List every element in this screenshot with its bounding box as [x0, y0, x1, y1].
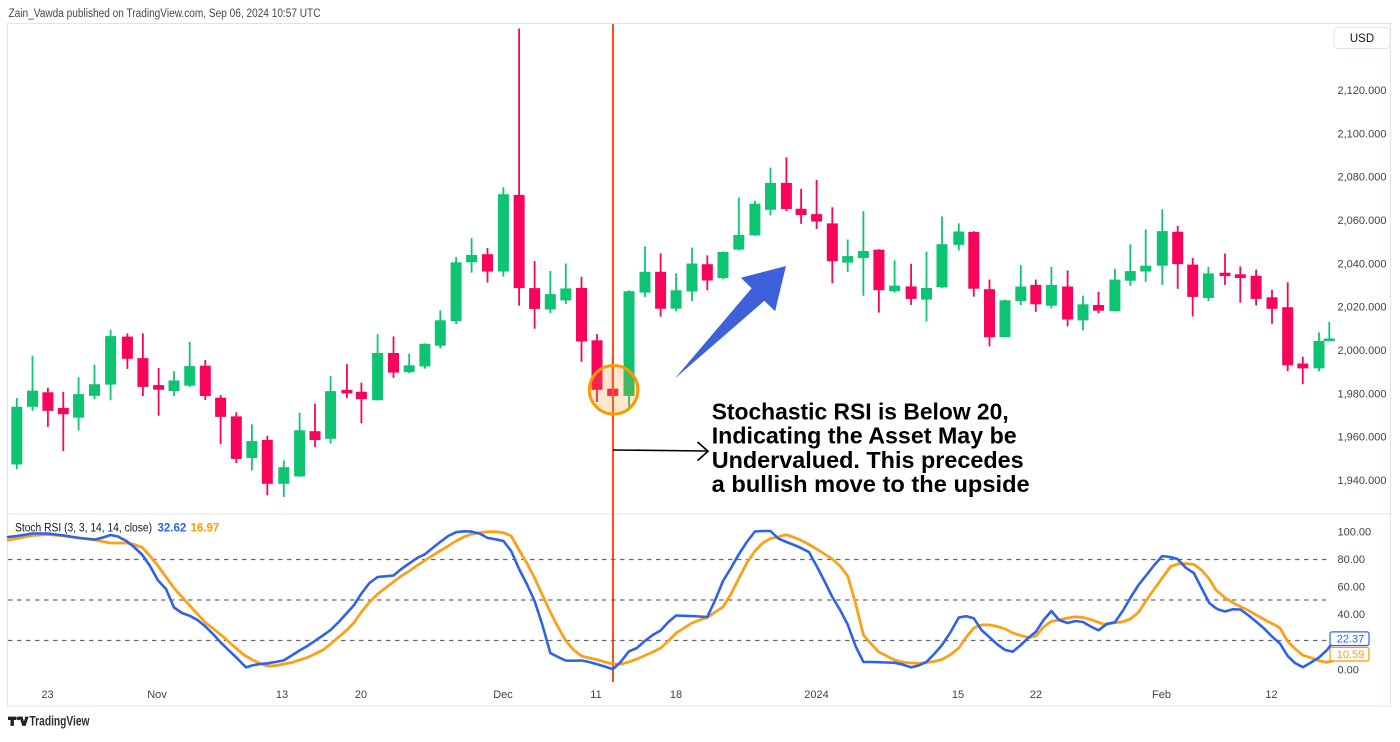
- svg-text:USD: USD: [1350, 33, 1374, 45]
- svg-text:80.00: 80.00: [1338, 554, 1366, 566]
- svg-text:2,040.000: 2,040.000: [1338, 258, 1387, 270]
- svg-text:2024: 2024: [804, 689, 828, 701]
- svg-text:Zain_Vawda published on Tradin: Zain_Vawda published on TradingView.com,…: [9, 8, 321, 20]
- svg-text:Undervalued. This precedes: Undervalued. This precedes: [712, 447, 1024, 473]
- svg-text:Stochastic RSI is Below 20,: Stochastic RSI is Below 20,: [712, 399, 1009, 425]
- svg-text:18: 18: [670, 689, 682, 701]
- svg-text:22.37: 22.37: [1337, 634, 1365, 646]
- svg-text:23: 23: [41, 689, 53, 701]
- svg-text:2,000.000: 2,000.000: [1338, 345, 1387, 357]
- svg-text:2,060.000: 2,060.000: [1338, 215, 1387, 227]
- svg-text:1,980.000: 1,980.000: [1338, 388, 1387, 400]
- svg-text:2,020.000: 2,020.000: [1338, 302, 1387, 314]
- svg-text:1,940.000: 1,940.000: [1338, 475, 1387, 487]
- svg-text:11: 11: [590, 689, 601, 701]
- svg-text:2,080.000: 2,080.000: [1338, 172, 1387, 184]
- svg-text:Feb: Feb: [1152, 689, 1171, 701]
- svg-text:10.59: 10.59: [1337, 649, 1365, 661]
- svg-text:16.97: 16.97: [191, 523, 220, 535]
- svg-text:TradingView: TradingView: [30, 714, 90, 729]
- svg-text:32.62: 32.62: [158, 523, 187, 535]
- svg-text:22: 22: [1030, 689, 1042, 701]
- svg-text:2,100.000: 2,100.000: [1338, 128, 1387, 140]
- svg-text:Nov: Nov: [147, 689, 167, 701]
- svg-text:100.00: 100.00: [1338, 526, 1372, 538]
- svg-text:0.00: 0.00: [1338, 665, 1359, 677]
- svg-text:12: 12: [1265, 689, 1277, 701]
- svg-text:40.00: 40.00: [1338, 609, 1366, 621]
- svg-text:2,120.000: 2,120.000: [1338, 85, 1387, 97]
- svg-text:13: 13: [276, 689, 288, 701]
- svg-text:Stoch RSI (3, 3, 14, 14, close: Stoch RSI (3, 3, 14, 14, close): [15, 523, 152, 535]
- svg-text:a bullish move to the upside: a bullish move to the upside: [712, 471, 1030, 497]
- svg-text:60.00: 60.00: [1338, 582, 1366, 594]
- svg-text:20: 20: [355, 689, 367, 701]
- svg-text:1,960.000: 1,960.000: [1338, 432, 1387, 444]
- svg-text:15: 15: [952, 689, 964, 701]
- svg-text:Dec: Dec: [493, 689, 513, 701]
- svg-text:Indicating the Asset May be: Indicating the Asset May be: [712, 423, 1017, 449]
